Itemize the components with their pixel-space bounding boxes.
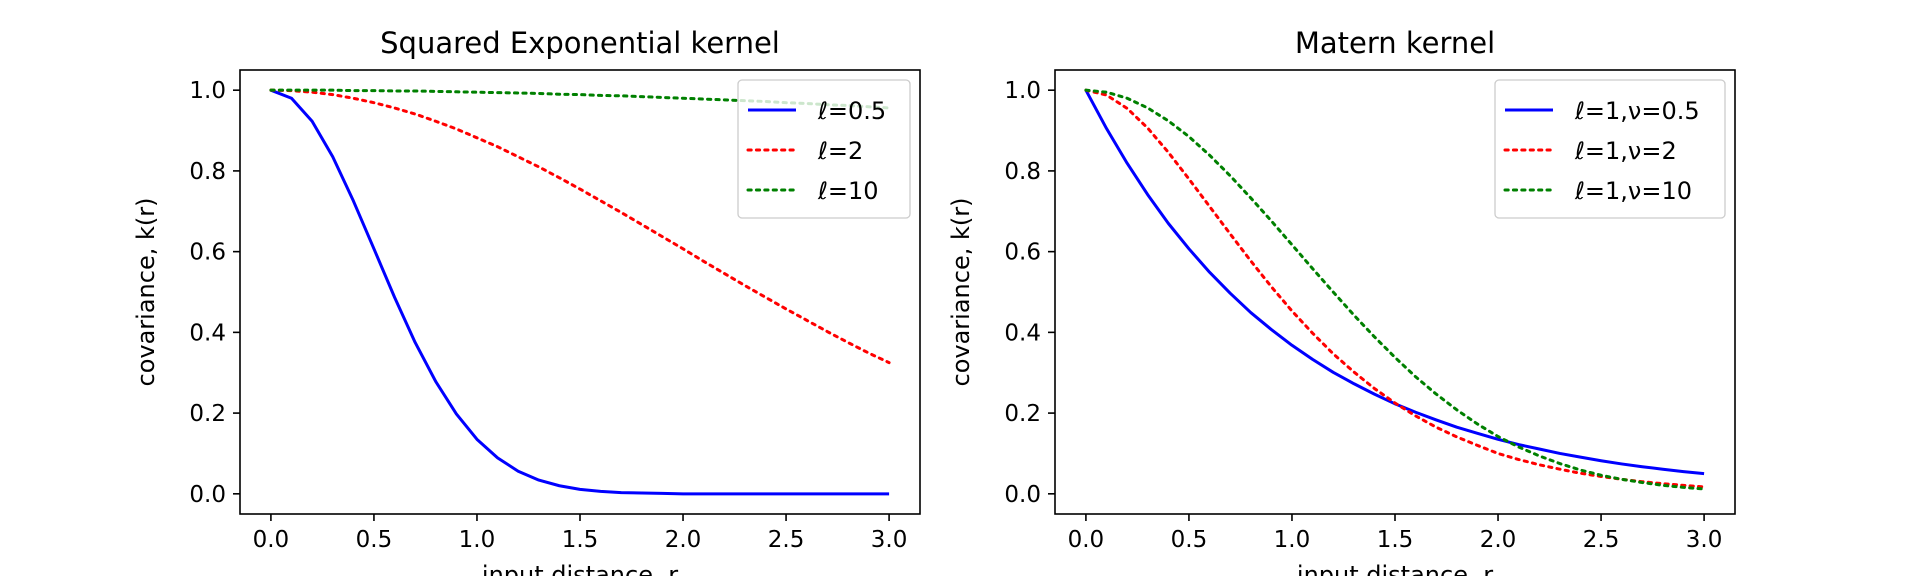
x-tick-label: 3.0	[1686, 527, 1723, 553]
x-tick-label: 0.5	[356, 527, 393, 553]
series-line-2	[269, 88, 891, 365]
x-tick-label: 0.0	[1068, 527, 1105, 553]
series-line-1	[270, 88, 890, 496]
legend-label: ℓ=10	[817, 177, 879, 205]
legend-label: ℓ=1,ν=10	[1574, 177, 1692, 205]
y-tick-label: 0.0	[1004, 482, 1041, 508]
x-tick-label: 2.5	[1583, 527, 1620, 553]
legend-box	[1494, 79, 1726, 219]
legend-box	[737, 79, 911, 219]
chart-panel-1: 0.0 0.5 1.0 1.5 2.0 2.5 3.0 0.0 0.2 0.4 0.6 0.8 1.0 S…	[132, 26, 921, 576]
x-axis-label: input distance, r	[482, 561, 678, 576]
x-tick-label: 1.5	[562, 527, 599, 553]
y-tick-label: 0.6	[189, 240, 226, 266]
y-tick-label: 0.2	[189, 401, 226, 427]
x-tick-label: 2.0	[665, 527, 702, 553]
y-tick-label: 0.0	[189, 482, 226, 508]
y-tick-label: 0.8	[189, 159, 226, 185]
y-tick-label: 1.0	[189, 78, 226, 104]
legend: ℓ=0.5 ℓ=2 ℓ=10	[737, 79, 911, 219]
x-tick-label: 0.0	[253, 527, 290, 553]
chart-title: Squared Exponential kernel	[380, 26, 780, 60]
x-tick-label: 0.5	[1171, 527, 1208, 553]
x-tick-label: 1.5	[1377, 527, 1414, 553]
y-axis-label: covariance, k(r)	[947, 198, 975, 387]
y-tick-label: 0.6	[1004, 240, 1041, 266]
x-tick-label: 1.0	[459, 527, 496, 553]
y-tick-label: 0.4	[189, 320, 226, 346]
legend-label: ℓ=1,ν=2	[1574, 137, 1677, 165]
series-line-3	[1084, 88, 1706, 491]
x-axis-label: input distance, r	[1297, 561, 1493, 576]
y-tick-label: 0.8	[1004, 159, 1041, 185]
legend-label: ℓ=2	[817, 137, 863, 165]
y-tick-label: 0.2	[1004, 401, 1041, 427]
y-axis-label: covariance, k(r)	[132, 198, 160, 387]
plot-area	[1084, 88, 1706, 491]
legend: ℓ=1,ν=0.5 ℓ=1,ν=2 ℓ=1,ν=10	[1494, 79, 1726, 219]
chart-title: Matern kernel	[1295, 26, 1495, 60]
x-tick-label: 2.5	[768, 527, 805, 553]
x-tick-label: 1.0	[1274, 527, 1311, 553]
y-tick-label: 1.0	[1004, 78, 1041, 104]
x-tick-label: 2.0	[1480, 527, 1517, 553]
x-tick-label: 3.0	[871, 527, 908, 553]
chart-panel-2: 0.0 0.5 1.0 1.5 2.0 2.5 3.0 0.0 0.2 0.4 0.6 0.8 1.0 M…	[947, 26, 1736, 576]
legend-label: ℓ=1,ν=0.5	[1574, 97, 1700, 125]
legend-label: ℓ=0.5	[817, 97, 886, 125]
y-tick-label: 0.4	[1004, 320, 1041, 346]
